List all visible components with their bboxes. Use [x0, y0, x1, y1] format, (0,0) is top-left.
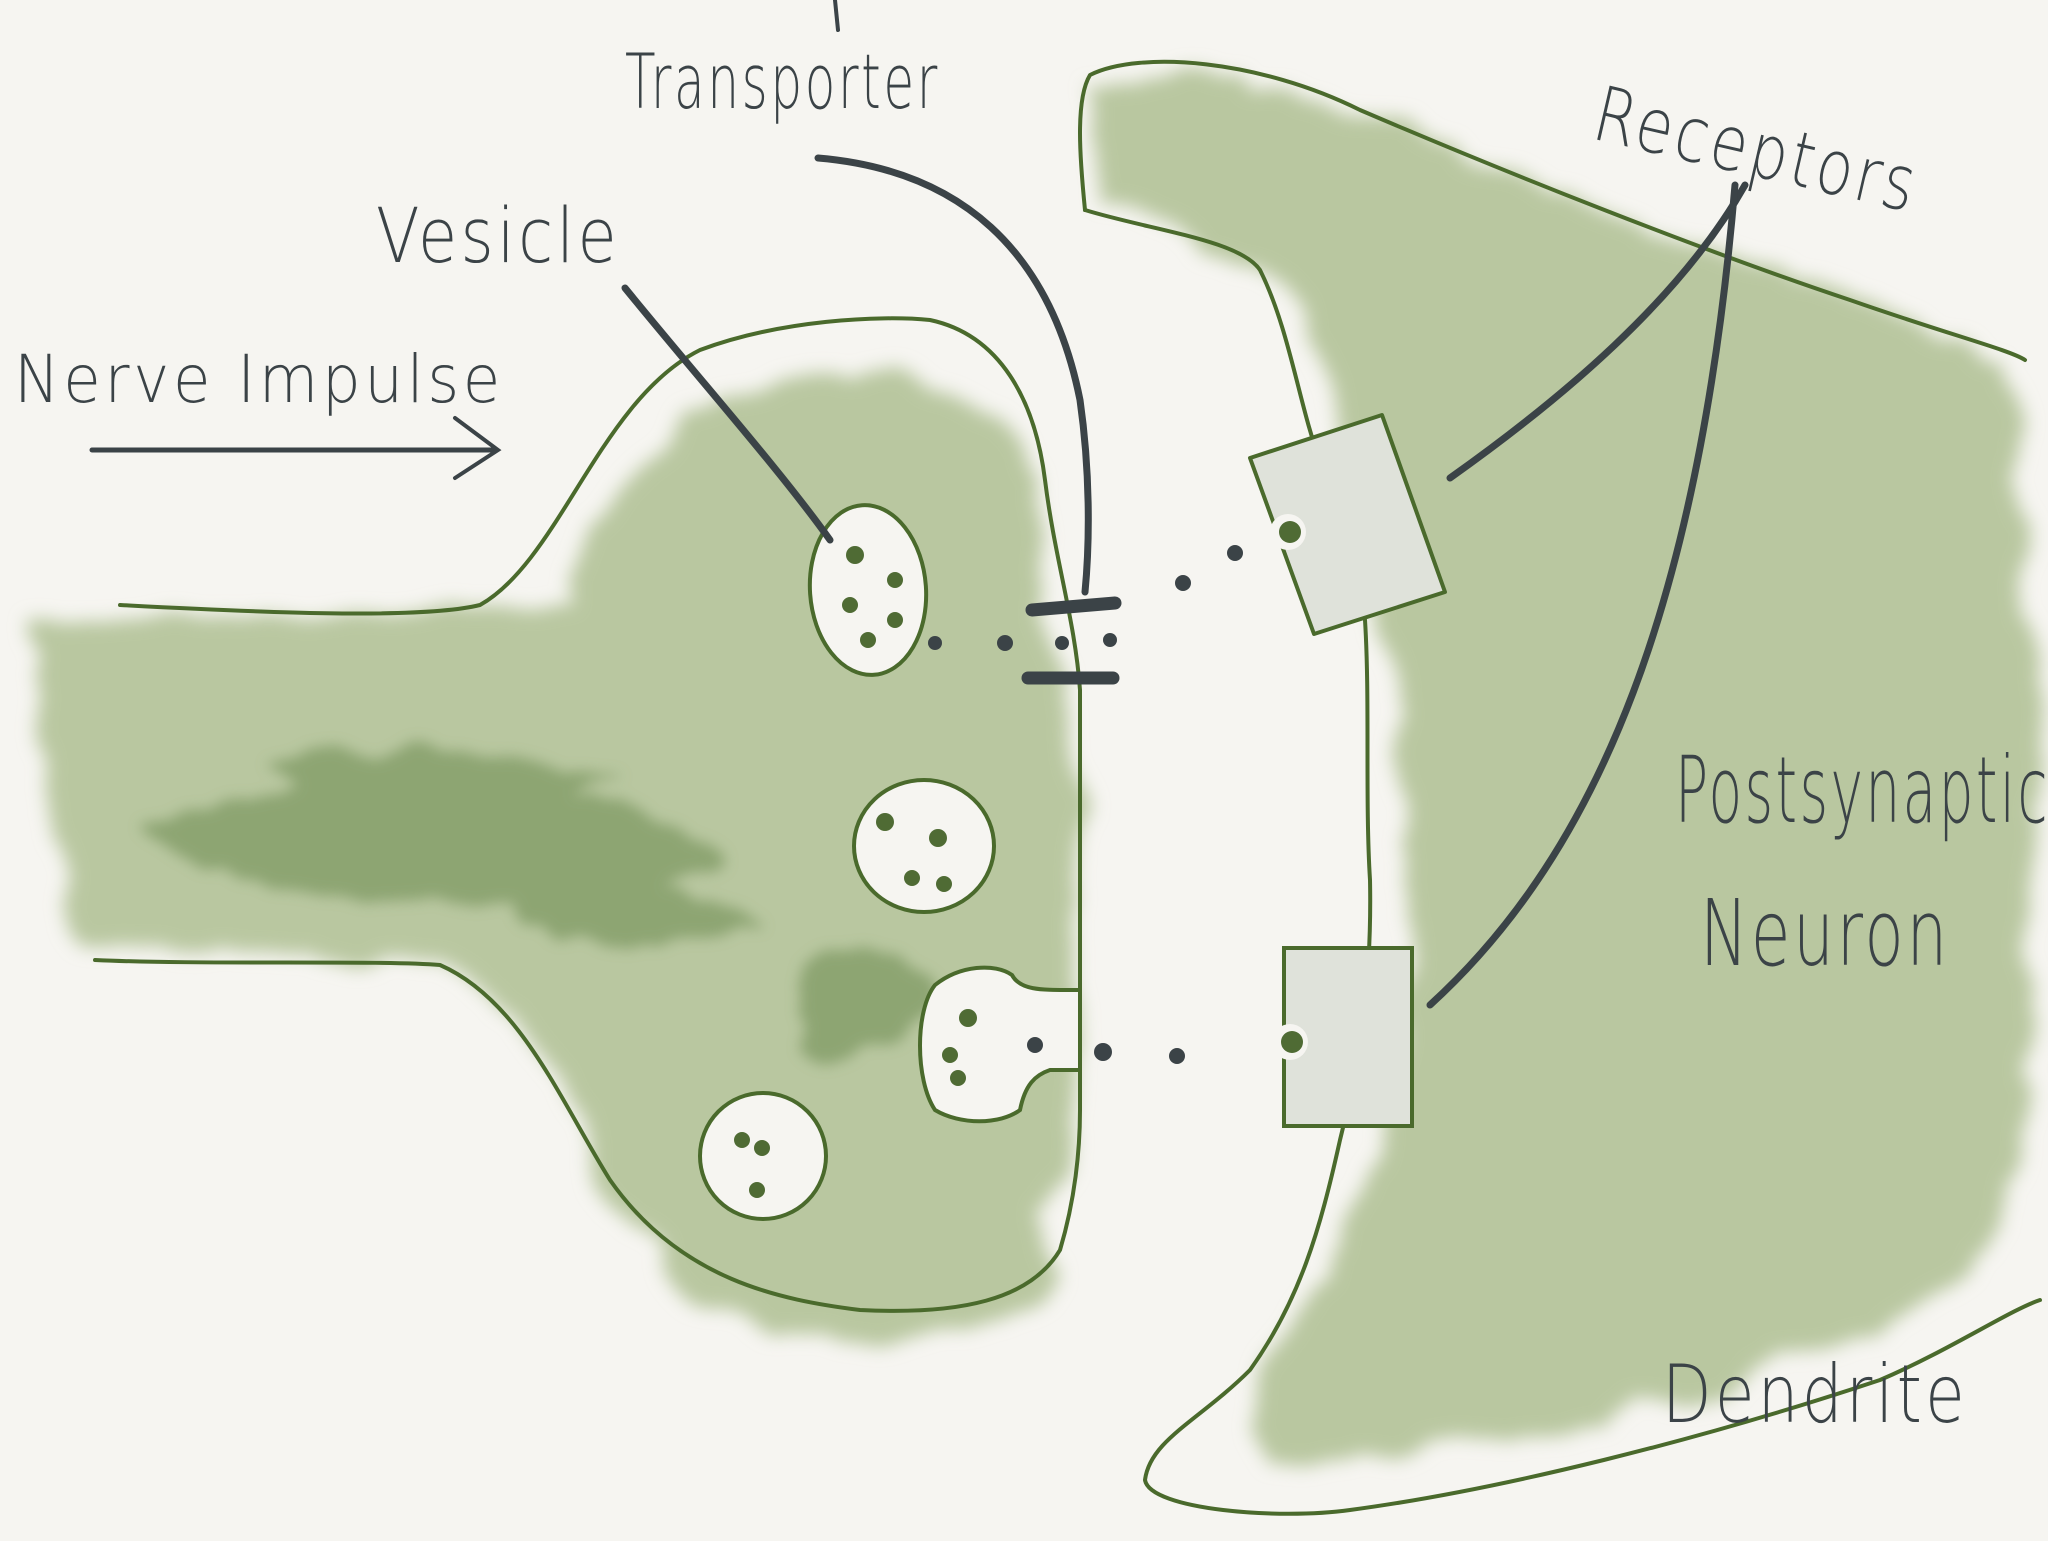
nerve-impulse-label: Nerve Impulse: [14, 341, 504, 418]
neurotransmitter-path-bottom: [1027, 1037, 1185, 1064]
neurotransmitter-path-top: [928, 545, 1243, 651]
receptors-label: Receptors: [1586, 69, 1928, 230]
dendrite-label: Dendrite: [1662, 1348, 1968, 1441]
receptor-top: [1248, 413, 1447, 636]
postsynaptic-label-line2: Neuron: [1700, 880, 1950, 987]
transporter-label: Transporter: [625, 37, 940, 126]
leader-lines: [621, 0, 1749, 1009]
vesicle-3-fusing: [918, 965, 1082, 1124]
postsynaptic-label-line1: Postsynaptic: [1675, 737, 2048, 844]
transporter: [1021, 596, 1122, 685]
receptor-bottom: [1272, 946, 1414, 1128]
vesicle-label: Vesicle: [376, 191, 620, 280]
right-arrow-icon: [89, 416, 502, 480]
postsynaptic-wash: [1090, 74, 2034, 1470]
presynaptic-wash-dark: [140, 749, 940, 1058]
presynaptic-outline: [93, 316, 1082, 1313]
vesicle-1: [807, 503, 929, 677]
vesicle-4: [698, 1091, 828, 1221]
vesicle-2: [852, 778, 996, 914]
